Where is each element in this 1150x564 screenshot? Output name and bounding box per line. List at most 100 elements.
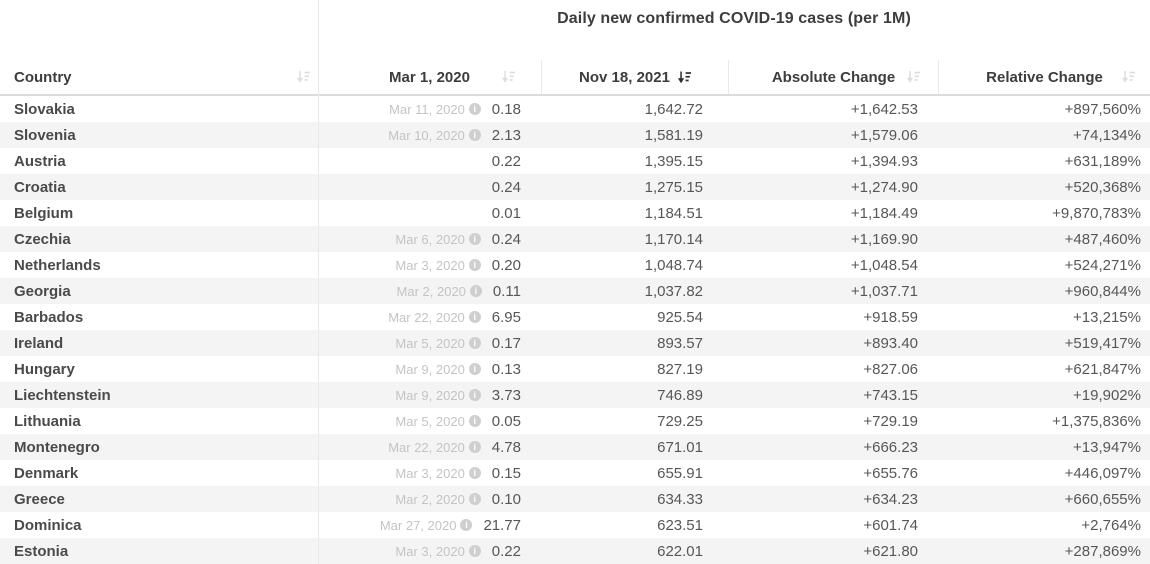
- absolute-change-cell: +1,184.49: [728, 205, 938, 222]
- column-header-end-date[interactable]: Nov 18, 2021: [541, 60, 728, 94]
- country-cell: Montenegro: [0, 439, 318, 456]
- absolute-change-value: +634.23: [863, 490, 918, 508]
- start-value-cell: Mar 22, 2020 i 6.95: [318, 309, 541, 326]
- table-row[interactable]: Barbados Mar 22, 2020 i 6.95 925.54 +918…: [0, 304, 1150, 330]
- info-icon[interactable]: i: [468, 467, 481, 479]
- info-icon[interactable]: i: [468, 259, 481, 271]
- info-icon[interactable]: i: [468, 545, 481, 557]
- country-name: Lithuania: [14, 412, 81, 430]
- table-row[interactable]: Denmark Mar 3, 2020 i 0.15 655.91 +655.7…: [0, 460, 1150, 486]
- table-row[interactable]: Croatia i 0.24 1,275.15 +1,274.90 +520,3…: [0, 174, 1150, 200]
- absolute-change-value: +1,274.90: [850, 178, 918, 196]
- sort-descending-icon[interactable]: [677, 71, 691, 84]
- info-icon[interactable]: i: [468, 415, 481, 427]
- start-date-label: Mar 11, 2020: [389, 101, 465, 117]
- start-value: 0.05: [491, 412, 521, 430]
- table-body: Slovakia Mar 11, 2020 i 0.18 1,642.72 +1…: [0, 96, 1150, 564]
- absolute-change-value: +1,579.06: [850, 126, 918, 144]
- start-value-cell: Mar 11, 2020 i 0.18: [318, 101, 541, 118]
- table-row[interactable]: Liechtenstein Mar 9, 2020 i 3.73 746.89 …: [0, 382, 1150, 408]
- table-row[interactable]: Ireland Mar 5, 2020 i 0.17 893.57 +893.4…: [0, 330, 1150, 356]
- start-value-cell: Mar 2, 2020 i 0.11: [318, 283, 541, 300]
- start-value: 6.95: [491, 308, 521, 326]
- table-row[interactable]: Montenegro Mar 22, 2020 i 4.78 671.01 +6…: [0, 434, 1150, 460]
- info-icon[interactable]: i: [469, 285, 482, 297]
- end-value-cell: 622.01: [541, 543, 728, 560]
- start-date-label: Mar 3, 2020: [395, 257, 465, 273]
- table-row[interactable]: Czechia Mar 6, 2020 i 0.24 1,170.14 +1,1…: [0, 226, 1150, 252]
- end-value: 1,395.15: [644, 152, 703, 170]
- start-date-label: Mar 22, 2020: [388, 439, 465, 455]
- absolute-change-cell: +655.76: [728, 465, 938, 482]
- relative-change-cell: +19,902%: [938, 387, 1150, 404]
- relative-change-value: +660,655%: [1064, 490, 1141, 508]
- absolute-change-cell: +1,394.93: [728, 153, 938, 170]
- info-icon[interactable]: i: [468, 129, 481, 141]
- end-value-cell: 623.51: [541, 517, 728, 534]
- start-value-cell: Mar 6, 2020 i 0.24: [318, 231, 541, 248]
- info-icon[interactable]: i: [468, 103, 481, 115]
- start-value: 0.10: [491, 490, 521, 508]
- country-cell: Georgia: [0, 283, 318, 300]
- column-header-relative-change[interactable]: Relative Change: [938, 60, 1150, 94]
- start-value-cell: Mar 3, 2020 i 0.20: [318, 257, 541, 274]
- info-icon[interactable]: i: [460, 519, 473, 531]
- info-icon[interactable]: i: [468, 363, 481, 375]
- end-value: 634.33: [657, 490, 703, 508]
- country-name: Hungary: [14, 360, 75, 378]
- country-cell: Ireland: [0, 335, 318, 352]
- info-icon[interactable]: i: [468, 233, 481, 245]
- sort-icon[interactable]: [296, 71, 310, 84]
- relative-change-cell: +660,655%: [938, 491, 1150, 508]
- info-icon[interactable]: i: [468, 389, 481, 401]
- sort-icon[interactable]: [1121, 71, 1135, 84]
- table-row[interactable]: Belgium i 0.01 1,184.51 +1,184.49 +9,870…: [0, 200, 1150, 226]
- table-row[interactable]: Slovakia Mar 11, 2020 i 0.18 1,642.72 +1…: [0, 96, 1150, 122]
- column-header-country[interactable]: Country: [0, 60, 318, 94]
- column-header-absolute-change[interactable]: Absolute Change: [728, 60, 938, 94]
- absolute-change-value: +743.15: [863, 386, 918, 404]
- sort-icon[interactable]: [501, 71, 515, 84]
- country-name: Slovenia: [14, 126, 76, 144]
- start-value: 0.15: [491, 464, 521, 482]
- country-cell: Hungary: [0, 361, 318, 378]
- column-header-label: Country: [14, 68, 72, 86]
- absolute-change-cell: +1,274.90: [728, 179, 938, 196]
- sort-icon[interactable]: [906, 71, 920, 84]
- start-date-label: Mar 3, 2020: [395, 465, 465, 481]
- table-row[interactable]: Dominica Mar 27, 2020 i 21.77 623.51 +60…: [0, 512, 1150, 538]
- country-name: Ireland: [14, 334, 64, 352]
- table-row[interactable]: Slovenia Mar 10, 2020 i 2.13 1,581.19 +1…: [0, 122, 1150, 148]
- table-title: Daily new confirmed COVID-19 cases (per …: [557, 10, 911, 27]
- info-icon[interactable]: i: [468, 311, 481, 323]
- start-value: 0.11: [492, 282, 521, 300]
- relative-change-cell: +897,560%: [938, 101, 1150, 118]
- info-icon[interactable]: i: [468, 493, 481, 505]
- column-header-start-date[interactable]: Mar 1, 2020: [318, 60, 541, 94]
- end-value-cell: 925.54: [541, 309, 728, 326]
- country-cell: Estonia: [0, 543, 318, 560]
- table-row[interactable]: Estonia Mar 3, 2020 i 0.22 622.01 +621.8…: [0, 538, 1150, 564]
- table-row[interactable]: Greece Mar 2, 2020 i 0.10 634.33 +634.23…: [0, 486, 1150, 512]
- start-value-cell: Mar 22, 2020 i 4.78: [318, 439, 541, 456]
- table-row[interactable]: Austria i 0.22 1,395.15 +1,394.93 +631,1…: [0, 148, 1150, 174]
- info-icon[interactable]: i: [468, 441, 481, 453]
- absolute-change-cell: +729.19: [728, 413, 938, 430]
- info-icon[interactable]: i: [468, 337, 481, 349]
- absolute-change-value: +601.74: [863, 516, 918, 534]
- start-value: 3.73: [491, 386, 521, 404]
- table-row[interactable]: Lithuania Mar 5, 2020 i 0.05 729.25 +729…: [0, 408, 1150, 434]
- relative-change-cell: +960,844%: [938, 283, 1150, 300]
- start-date-label: Mar 2, 2020: [396, 283, 466, 299]
- country-cell: Dominica: [0, 517, 318, 534]
- table-row[interactable]: Netherlands Mar 3, 2020 i 0.20 1,048.74 …: [0, 252, 1150, 278]
- country-cell: Liechtenstein: [0, 387, 318, 404]
- start-value: 0.22: [491, 542, 521, 560]
- table-row[interactable]: Georgia Mar 2, 2020 i 0.11 1,037.82 +1,0…: [0, 278, 1150, 304]
- start-value-cell: Mar 27, 2020 i 21.77: [318, 517, 541, 534]
- start-value-cell: Mar 3, 2020 i 0.22: [318, 543, 541, 560]
- table-row[interactable]: Hungary Mar 9, 2020 i 0.13 827.19 +827.0…: [0, 356, 1150, 382]
- country-cell: Slovenia: [0, 127, 318, 144]
- start-value: 0.24: [491, 178, 521, 196]
